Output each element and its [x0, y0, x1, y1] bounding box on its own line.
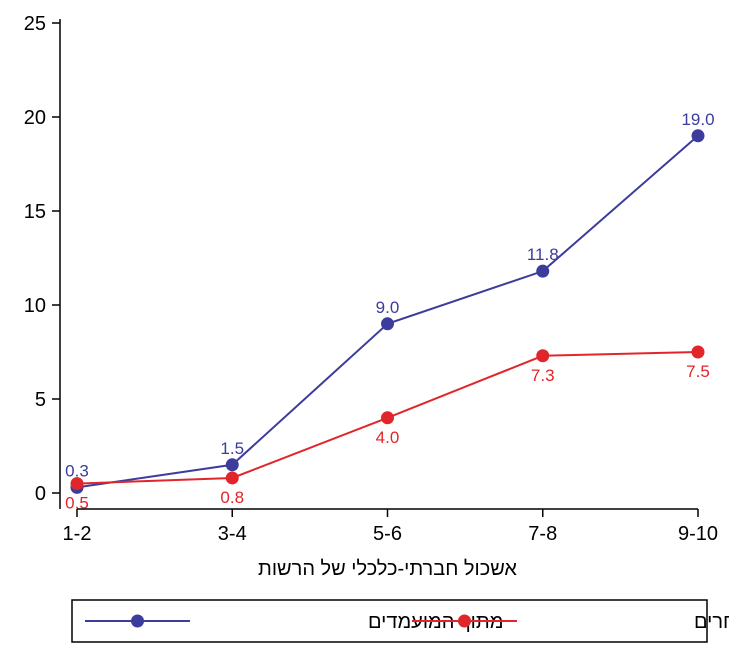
- data-label: 0.5: [65, 494, 89, 513]
- data-point: [536, 349, 550, 363]
- data-label: 0.8: [220, 488, 244, 507]
- x-tick-label: 9-10: [678, 523, 718, 545]
- data-label: 11.8: [527, 245, 559, 264]
- legend-swatch-marker: [458, 614, 471, 628]
- data-label: 9.0: [376, 298, 400, 317]
- legend-swatch-marker: [131, 614, 144, 628]
- y-tick-label: 25: [24, 13, 46, 35]
- x-tick-label: 1-2: [63, 523, 92, 545]
- data-point: [536, 264, 550, 278]
- y-tick-label: 0: [35, 483, 46, 505]
- series-2: 0.5 0.8 4.0 7.3 7.5: [65, 345, 710, 513]
- data-point: [381, 317, 394, 331]
- data-label: 19.0: [681, 110, 714, 129]
- data-point: [381, 411, 394, 425]
- data-point: [225, 458, 239, 472]
- data-point: [691, 345, 705, 359]
- legend-item: מתוך הנבחרים: [412, 611, 729, 633]
- y-tick-label: 20: [24, 107, 46, 129]
- series-group: 0.3 1.5 9.0 11.8 19.0 0.5 0.8 4.0 7.3 7.5: [65, 110, 714, 513]
- data-point: [225, 471, 239, 485]
- y-tick-label: 10: [24, 295, 46, 317]
- series-1: 0.3 1.5 9.0 11.8 19.0: [65, 110, 715, 494]
- y-tick-label: 15: [24, 201, 46, 223]
- x-axis: 1-2 3-4 5-6 7-8 9-10: [63, 508, 718, 545]
- x-tick-label: 3-4: [218, 523, 247, 545]
- y-axis: 0 5 10 15 20 25: [24, 13, 61, 509]
- data-point: [691, 129, 705, 143]
- data-label: 7.3: [531, 366, 555, 385]
- legend-box: [71, 599, 708, 643]
- data-label: 7.5: [686, 362, 710, 381]
- x-axis-title: אשכול חברתי-כלכלי של הרשות: [258, 558, 517, 580]
- data-label: 4.0: [376, 428, 400, 447]
- legend: מתוך המועמדיםמתוך הנבחרים: [71, 599, 729, 643]
- x-tick-label: 5-6: [373, 523, 402, 545]
- y-tick-label: 5: [35, 389, 46, 411]
- data-label: 0.3: [65, 461, 89, 480]
- legend-label: מתוך הנבחרים: [694, 611, 729, 633]
- data-point: [70, 477, 84, 491]
- x-tick-label: 7-8: [528, 523, 557, 545]
- data-label: 1.5: [220, 439, 244, 458]
